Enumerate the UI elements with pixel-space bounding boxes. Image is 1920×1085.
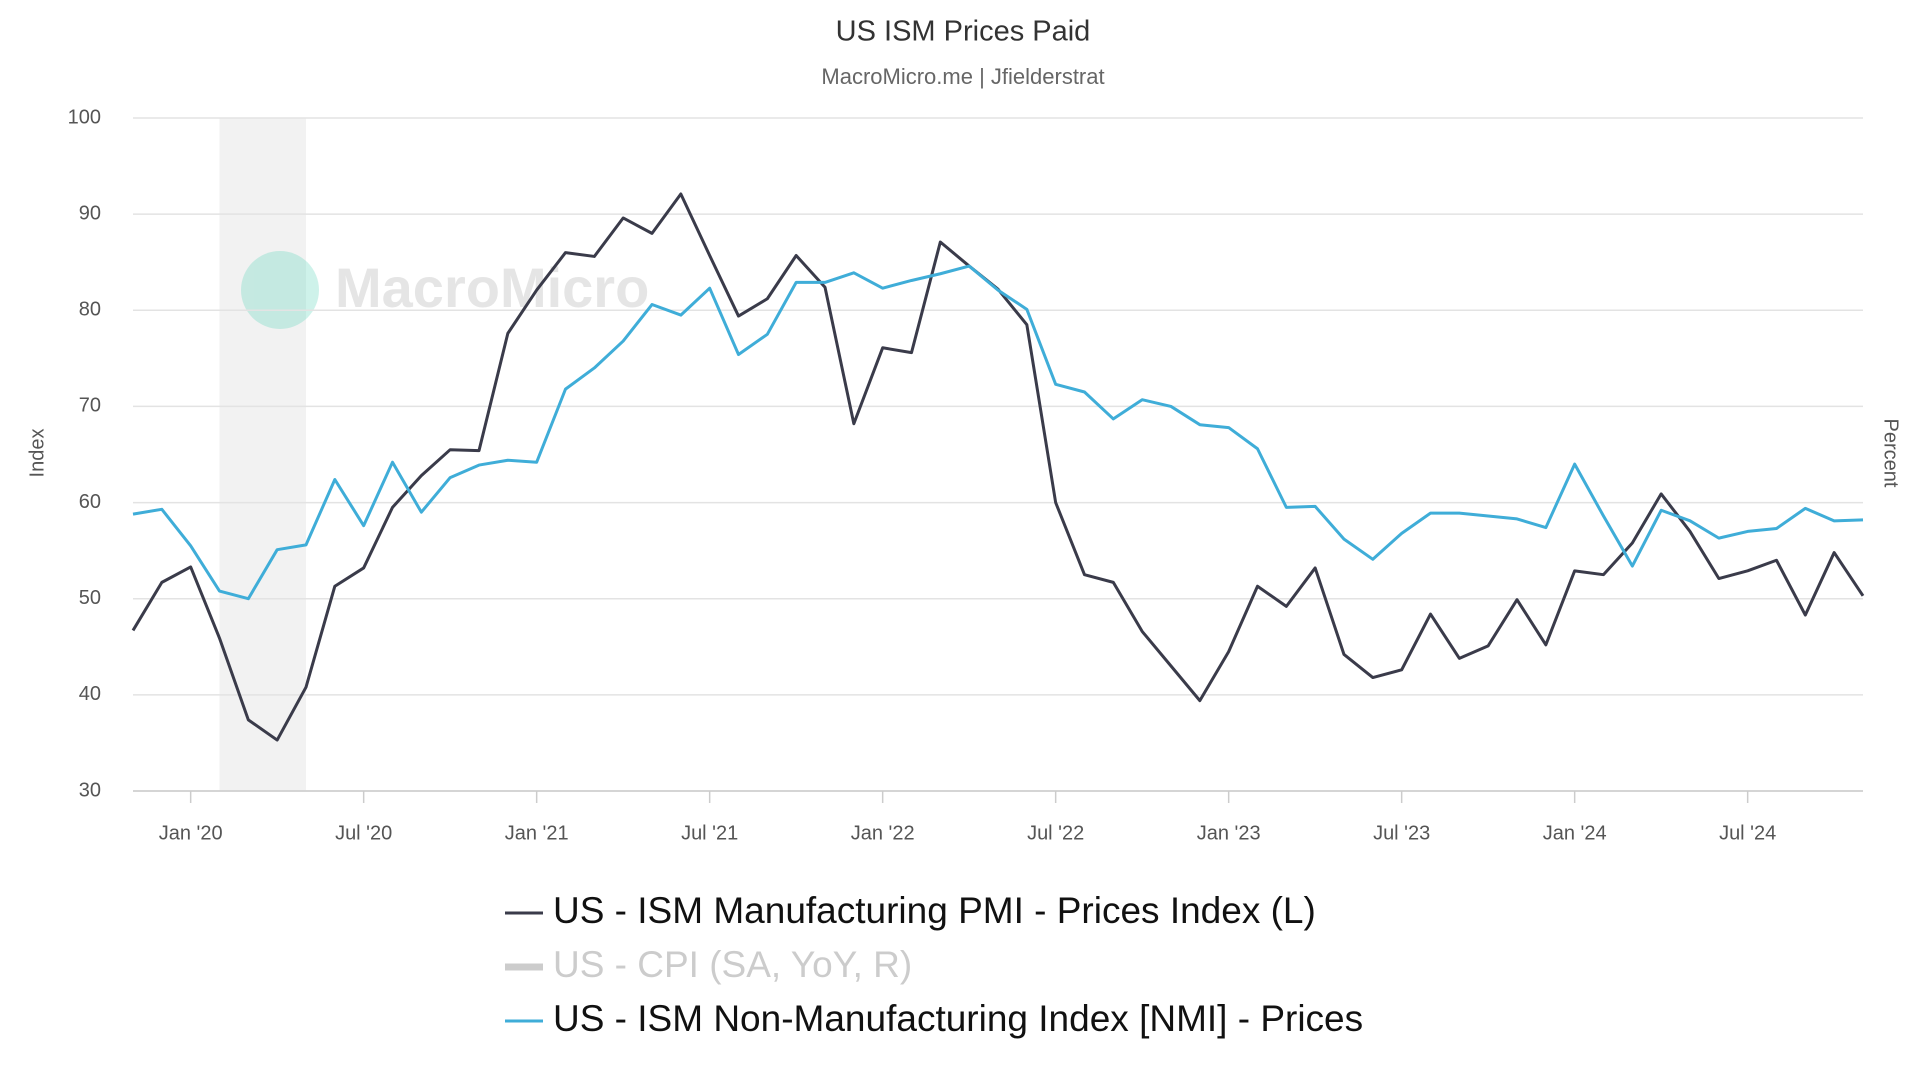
x-tick-label: Jul '23 <box>1373 822 1430 844</box>
watermark: MacroMicro <box>241 251 649 329</box>
x-tick-label: Jan '23 <box>1197 822 1261 844</box>
y-tick-label: 40 <box>79 683 101 705</box>
y-tick-label: 50 <box>79 587 101 609</box>
chart-title: US ISM Prices Paid <box>836 16 1091 48</box>
x-tick-label: Jan '24 <box>1543 822 1607 844</box>
x-tick-label: Jan '21 <box>505 822 569 844</box>
watermark-text: MacroMicro <box>335 256 649 319</box>
recession-shade <box>219 118 306 791</box>
legend-label: US - ISM Manufacturing PMI - Prices Inde… <box>553 890 1316 931</box>
watermark-logo <box>241 251 319 329</box>
y-tick-label: 90 <box>79 202 101 224</box>
x-tick-label: Jan '20 <box>159 822 223 844</box>
chart-subtitle: MacroMicro.me | Jfielderstrat <box>821 64 1104 89</box>
y2-axis-label: Percent <box>1880 419 1902 488</box>
data-line <box>132 264 1864 601</box>
x-tick-label: Jul '24 <box>1719 822 1776 844</box>
legend-label: US - ISM Non-Manufacturing Index [NMI] -… <box>553 998 1363 1039</box>
y-tick-label: 30 <box>79 779 101 801</box>
legend-label: US - CPI (SA, YoY, R) <box>553 944 912 985</box>
x-tick-label: Jan '22 <box>851 822 915 844</box>
y-tick-label: 80 <box>79 299 101 321</box>
x-tick-label: Jul '21 <box>681 822 738 844</box>
y-tick-label: 70 <box>79 395 101 417</box>
x-tick-label: Jul '20 <box>335 822 392 844</box>
y-axis-label: Index <box>26 429 48 478</box>
x-tick-label: Jul '22 <box>1027 822 1084 844</box>
y-tick-label: 60 <box>79 491 101 513</box>
y-tick-label: 100 <box>68 106 101 128</box>
